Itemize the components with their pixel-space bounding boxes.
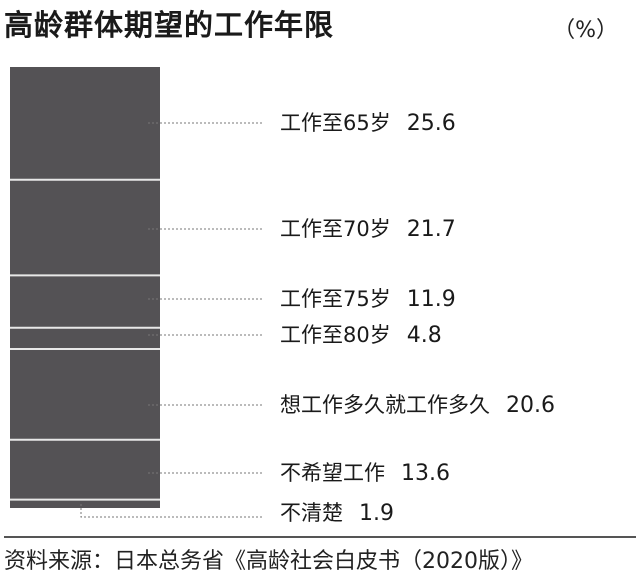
category-label: 工作至75岁 (280, 287, 391, 311)
category-label: 工作至80岁 (280, 323, 391, 347)
chart-title: 高龄群体期望的工作年限 (4, 8, 335, 42)
value-label: 13.6 (401, 461, 450, 486)
footer-divider (4, 536, 636, 538)
category-label: 工作至70岁 (280, 217, 391, 241)
bar-segment (10, 179, 160, 276)
source-note: 资料来源：日本总务省《高龄社会白皮书（2020版）》 (4, 549, 533, 574)
bar-segment (10, 348, 160, 440)
value-label: 1.9 (359, 501, 394, 526)
category-label: 想工作多久就工作多久 (280, 393, 490, 417)
bar-segment (10, 67, 160, 180)
category-label: 不清楚 (280, 501, 343, 525)
bar-segment (10, 499, 160, 508)
value-label: 20.6 (506, 393, 555, 418)
bar-segment (10, 275, 160, 328)
bar-segment (10, 439, 160, 500)
value-label: 11.9 (407, 287, 456, 312)
bar-segment (10, 327, 160, 349)
unit-label: （%） (553, 18, 618, 43)
value-label: 4.8 (407, 323, 442, 348)
leader-line (80, 504, 262, 518)
category-label: 工作至65岁 (280, 111, 391, 135)
value-label: 25.6 (407, 111, 456, 136)
value-label: 21.7 (407, 217, 456, 242)
category-label: 不希望工作 (280, 461, 385, 485)
